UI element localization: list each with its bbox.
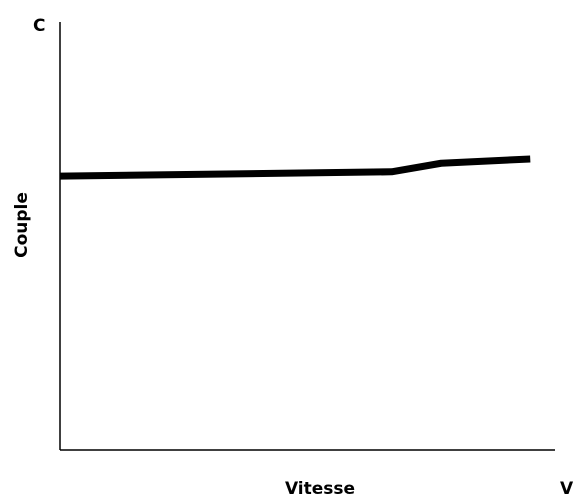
- y-axis-end-label: C: [33, 16, 45, 36]
- x-axis-label: Vitesse: [285, 479, 355, 497]
- x-axis-end-label: V: [560, 479, 574, 497]
- line: [59, 155, 531, 180]
- y-axis-label: Couple: [12, 192, 32, 258]
